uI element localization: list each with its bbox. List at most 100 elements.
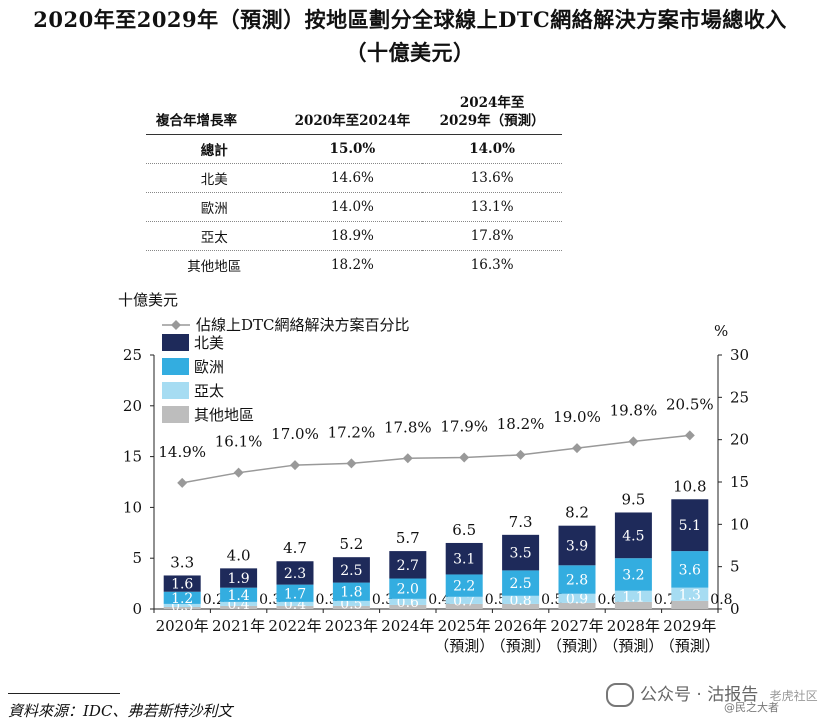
chart-title-line2: （十億美元） (345, 40, 475, 65)
bar-segment (389, 578, 427, 599)
cagr-region: 歐洲 (146, 192, 283, 222)
bar-segment (332, 605, 370, 609)
cagr-value-2024-2029: 13.6% (422, 163, 562, 193)
cagr-row-other-regions: 其他地區 18.2% 16.3% (146, 251, 562, 280)
x-tick-sublabel: （預測） (603, 637, 663, 655)
bar-value-label: 2.7 (397, 558, 419, 574)
cagr-header-row: 複合年增長率 2020年至2024年 2024年至 2029年（預測） (146, 92, 562, 135)
bar-segment (558, 602, 596, 609)
bar-value-label: 1.3 (679, 587, 701, 603)
bar-value-label: 3.6 (679, 562, 701, 578)
percentage-label: 17.2% (328, 423, 376, 441)
bar-value-label: 1.8 (340, 585, 362, 601)
cagr-value-2024-2029: 17.8% (422, 221, 562, 251)
bar-segment (558, 525, 596, 566)
bar-segment (614, 590, 652, 602)
legend-label: 亞太 (194, 382, 224, 400)
bar-value-label: 2.5 (340, 563, 362, 579)
bar-segment (445, 542, 483, 575)
bar-value-label: 0.3 (372, 592, 394, 608)
bar-total-label: 4.0 (227, 546, 251, 564)
percentage-line (182, 434, 690, 484)
chart-title-line1: 2020年至2029年（預測）按地區劃分全球線上DTC網絡解決方案市場總收入 (33, 7, 787, 32)
bar-value-label: 0.3 (316, 592, 338, 608)
cagr-value-2020-2024: 14.0% (282, 192, 423, 222)
y2-tick-label: 25 (730, 388, 749, 406)
cagr-row-asia-pacific: 亞太 18.9% 17.8% (146, 221, 562, 251)
bar-total-label: 8.2 (565, 504, 589, 522)
percentage-point (290, 460, 300, 471)
bar-total-label: 3.3 (170, 553, 194, 571)
x-tick-label: 2023年 (325, 617, 378, 635)
bar-value-label: 2.3 (284, 566, 306, 582)
bar-segment (671, 499, 709, 552)
bar-segment (332, 557, 370, 583)
watermark-corner: 老虎社区 (769, 689, 818, 703)
bar-value-label: 5.1 (679, 518, 701, 534)
bar-segment (220, 587, 258, 602)
percentage-label: 19.0% (553, 408, 601, 426)
bar-value-label: 0.6 (397, 595, 419, 611)
x-tick-sublabel: （預測） (491, 637, 551, 655)
percentage-point (177, 477, 188, 488)
percentage-label: 19.8% (610, 401, 658, 419)
bar-total-label: 9.5 (621, 490, 645, 508)
bar-segment (614, 512, 652, 559)
bar-segment (220, 605, 258, 609)
bar-value-label: 2.0 (397, 582, 419, 598)
percentage-point (459, 452, 470, 463)
cagr-value-2024-2029: 16.3% (470, 257, 514, 273)
bar-value-label: 2.8 (566, 573, 588, 589)
bar-segment (671, 551, 709, 588)
bar-segment (220, 601, 258, 606)
bar-segment (445, 574, 483, 597)
percentage-label: 16.1% (215, 433, 263, 451)
bar-value-label: 1.9 (227, 571, 249, 587)
y-tick-label: 0 (132, 600, 142, 618)
bar-segment (163, 606, 201, 609)
bar-value-label: 0.7 (654, 592, 676, 608)
bar-value-label: 1.2 (171, 591, 193, 607)
bar-value-label: 3.2 (622, 567, 644, 583)
bar-value-label: 0.6 (598, 592, 620, 608)
percentage-point (402, 453, 413, 464)
percentage-label: 17.0% (271, 425, 319, 443)
legend-swatch (162, 358, 189, 375)
percentage-point (684, 430, 695, 441)
bar-value-label: 0.2 (203, 592, 225, 608)
bar-segment (389, 598, 427, 605)
cagr-header-label: 複合年增長率 (146, 92, 283, 135)
bar-value-label: 3.1 (453, 552, 475, 568)
x-tick-label: 2026年 (494, 617, 547, 635)
bar-segment (614, 558, 652, 591)
x-tick-label: 2024年 (381, 617, 434, 635)
y-tick-label: 20 (123, 397, 142, 415)
bar-segment (163, 603, 201, 607)
percentage-label: 17.9% (440, 417, 488, 435)
bar-value-label: 1.6 (171, 577, 193, 593)
cagr-header-period2-line1: 2024年至 (459, 95, 525, 111)
bar-value-label: 1.7 (284, 586, 306, 602)
percentage-point (628, 436, 639, 447)
bar-segment (502, 595, 540, 604)
bar-value-label: 0.8 (710, 592, 732, 608)
bar-segment (389, 551, 427, 579)
cagr-row-total: 總計 15.0% 14.0% (146, 134, 562, 164)
cagr-region: 北美 (146, 163, 283, 193)
bar-value-label: 1.4 (227, 588, 249, 604)
bar-value-label: 1.1 (622, 589, 644, 605)
y2-axis-title: % (714, 322, 728, 340)
bar-value-label: 2.5 (509, 576, 531, 592)
cagr-header-period1: 2020年至2024年 (282, 92, 423, 135)
legend-label: 歐洲 (194, 358, 224, 376)
y2-tick-label: 15 (730, 473, 749, 491)
legend-label: 佔線上DTC網絡解決方案百分比 (196, 316, 410, 334)
bar-segment (276, 605, 314, 609)
percentage-point (572, 443, 582, 454)
bar-segment (220, 568, 258, 588)
x-tick-sublabel: （預測） (660, 637, 720, 655)
percentage-point (346, 458, 357, 469)
bar-segment (276, 601, 314, 606)
bar-segment (332, 600, 370, 606)
